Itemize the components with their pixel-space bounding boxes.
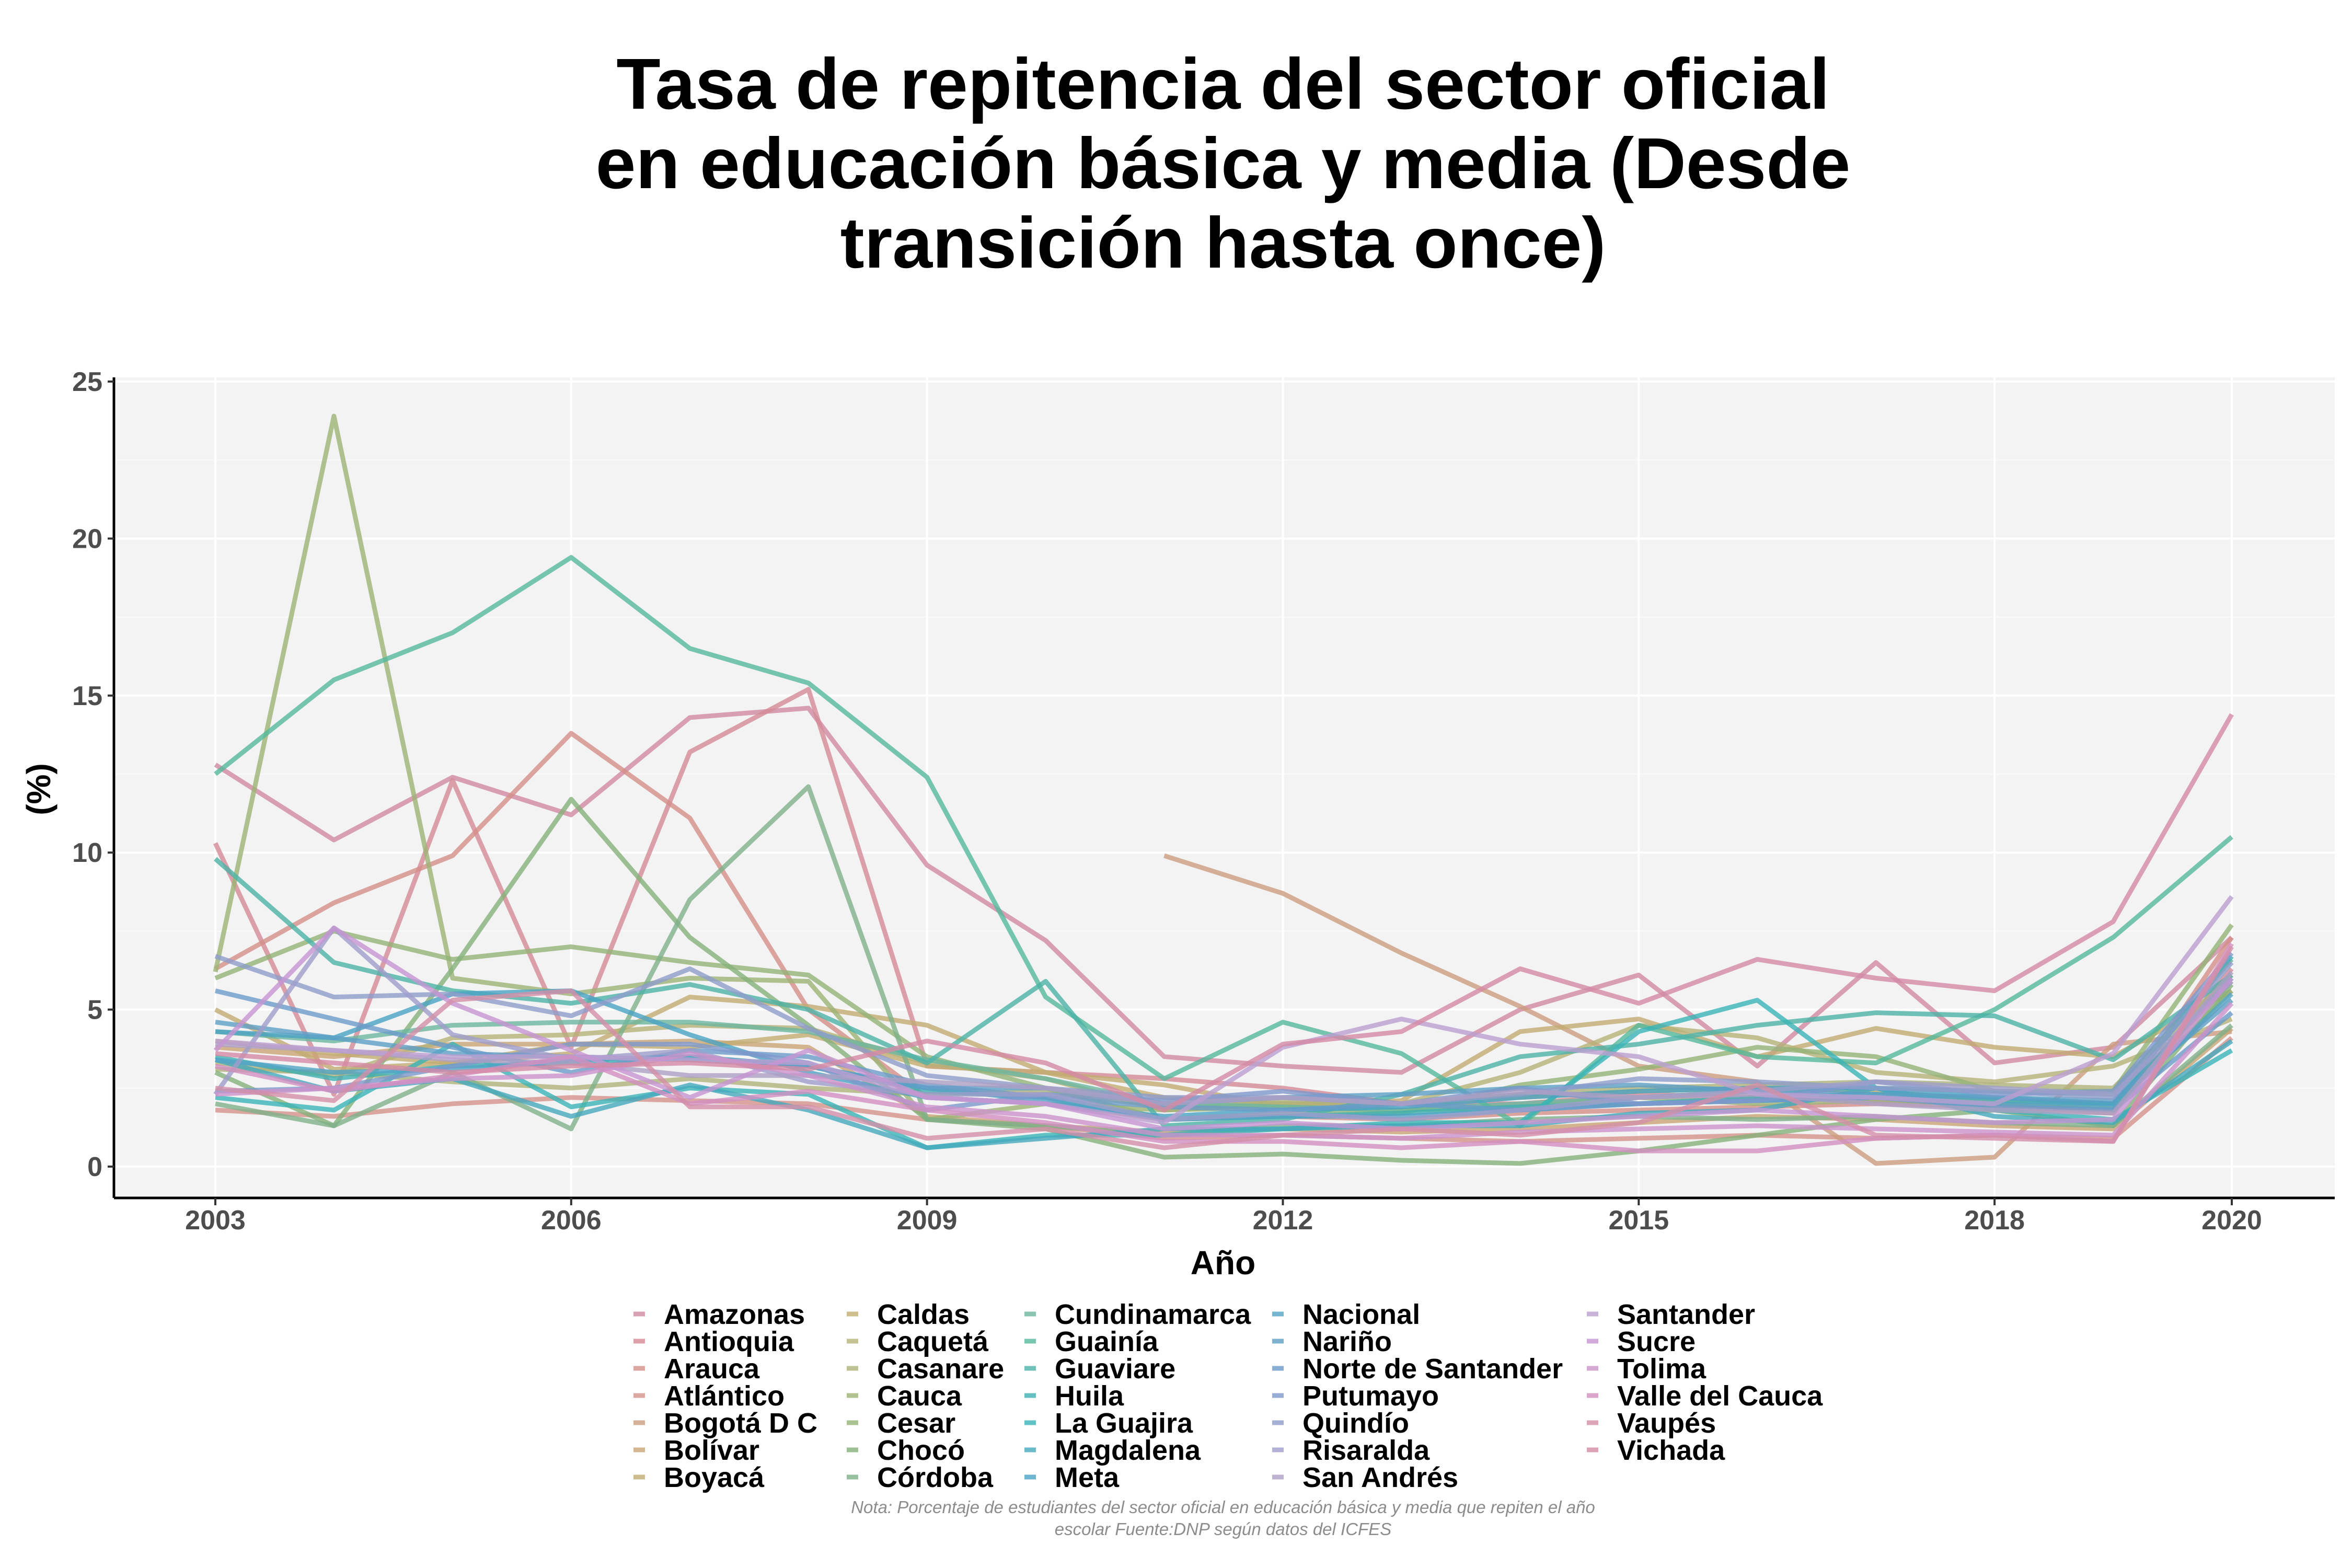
- x-tick-label: 2009: [897, 1205, 958, 1236]
- series-line-quindío: [214, 954, 2234, 1106]
- legend-label: Bolívar: [664, 1435, 759, 1466]
- legend-label: San Andrés: [1302, 1462, 1458, 1493]
- legend-label: Huila: [1055, 1380, 1124, 1412]
- legend-label: Cesar: [877, 1408, 955, 1439]
- legend-label: Arauca: [664, 1353, 760, 1385]
- y-tick-label: 15: [72, 681, 102, 711]
- series-line-san-andrés: [215, 970, 2234, 1116]
- y-tick-label: 5: [87, 995, 102, 1025]
- legend-label: Antioquia: [664, 1326, 794, 1357]
- x-axis-ticks: 2003 2006 2009 2012 2015 2018 2020: [185, 1198, 2262, 1236]
- series-line-vaupés: [215, 946, 2234, 1150]
- legend-label: Santander: [1617, 1299, 1755, 1330]
- series-lines: [213, 413, 2234, 1166]
- x-tick-label: 2020: [2201, 1205, 2262, 1236]
- legend-label: Vichada: [1617, 1435, 1725, 1466]
- legend-label: Valle del Cauca: [1617, 1380, 1823, 1412]
- chart-title: Tasa de repitencia del sector oficial en…: [595, 44, 1851, 283]
- legend-label: Cauca: [877, 1380, 962, 1412]
- x-tick-label: 2018: [1964, 1205, 2025, 1236]
- series-line-santander: [215, 895, 2234, 1125]
- legend-label: Córdoba: [877, 1462, 994, 1493]
- legend-label: Vaupés: [1617, 1408, 1716, 1439]
- legend-label: Boyacá: [664, 1462, 765, 1493]
- series-line-vichada: [215, 713, 2234, 1113]
- legend-label: Bogotá D C: [664, 1408, 817, 1439]
- y-axis-ticks: 0 5 10 15 20 25: [72, 367, 114, 1182]
- y-tick-label: 10: [72, 838, 102, 868]
- legend-label: Nacional: [1302, 1299, 1420, 1330]
- legend-label: Atlántico: [664, 1380, 785, 1412]
- x-tick-label: 2006: [541, 1205, 602, 1236]
- legend-label: Amazonas: [664, 1299, 805, 1330]
- series-line-guainía: [214, 555, 2233, 1128]
- legend-label: Quindío: [1302, 1408, 1409, 1439]
- x-tick-label: 2003: [185, 1205, 246, 1236]
- x-tick-label: 2012: [1253, 1205, 1313, 1236]
- legend-label: Caldas: [877, 1299, 970, 1330]
- legend-label: Norte de Santander: [1302, 1353, 1563, 1385]
- y-axis-title: (%): [20, 763, 57, 815]
- legend-label: Cundinamarca: [1055, 1299, 1251, 1330]
- legend-label: Magdalena: [1055, 1435, 1201, 1466]
- legend-label: La Guajira: [1055, 1408, 1193, 1439]
- legend-label: Chocó: [877, 1435, 965, 1466]
- y-tick-label: 25: [72, 367, 102, 397]
- note-line-2: escolar Fuente:DNP según datos del ICFES: [1055, 1519, 1391, 1539]
- legend-label: Meta: [1055, 1462, 1120, 1493]
- legend-label: Putumayo: [1302, 1380, 1439, 1412]
- note-line-1: Nota: Porcentaje de estudiantes del sect…: [851, 1497, 1595, 1517]
- legend-label: Tolima: [1617, 1353, 1707, 1385]
- y-tick-label: 0: [87, 1152, 102, 1182]
- legend-label: Sucre: [1617, 1326, 1696, 1357]
- y-tick-label: 20: [72, 524, 102, 554]
- series-line-guaviare: [214, 857, 2233, 1128]
- series-line-tolima: [215, 1001, 2234, 1141]
- legend-label: Casanare: [877, 1353, 1004, 1385]
- legend-label: Risaralda: [1302, 1435, 1430, 1466]
- grid-lines: [116, 377, 2335, 1197]
- legend-label: Nariño: [1302, 1326, 1392, 1357]
- x-tick-label: 2015: [1608, 1205, 1669, 1236]
- legend-label: Guainía: [1055, 1326, 1159, 1357]
- x-axis-title: Año: [1191, 1244, 1255, 1282]
- legend-label: Guaviare: [1055, 1353, 1175, 1385]
- legend-label: Caquetá: [877, 1326, 989, 1357]
- series-line-sucre: [213, 925, 2234, 1132]
